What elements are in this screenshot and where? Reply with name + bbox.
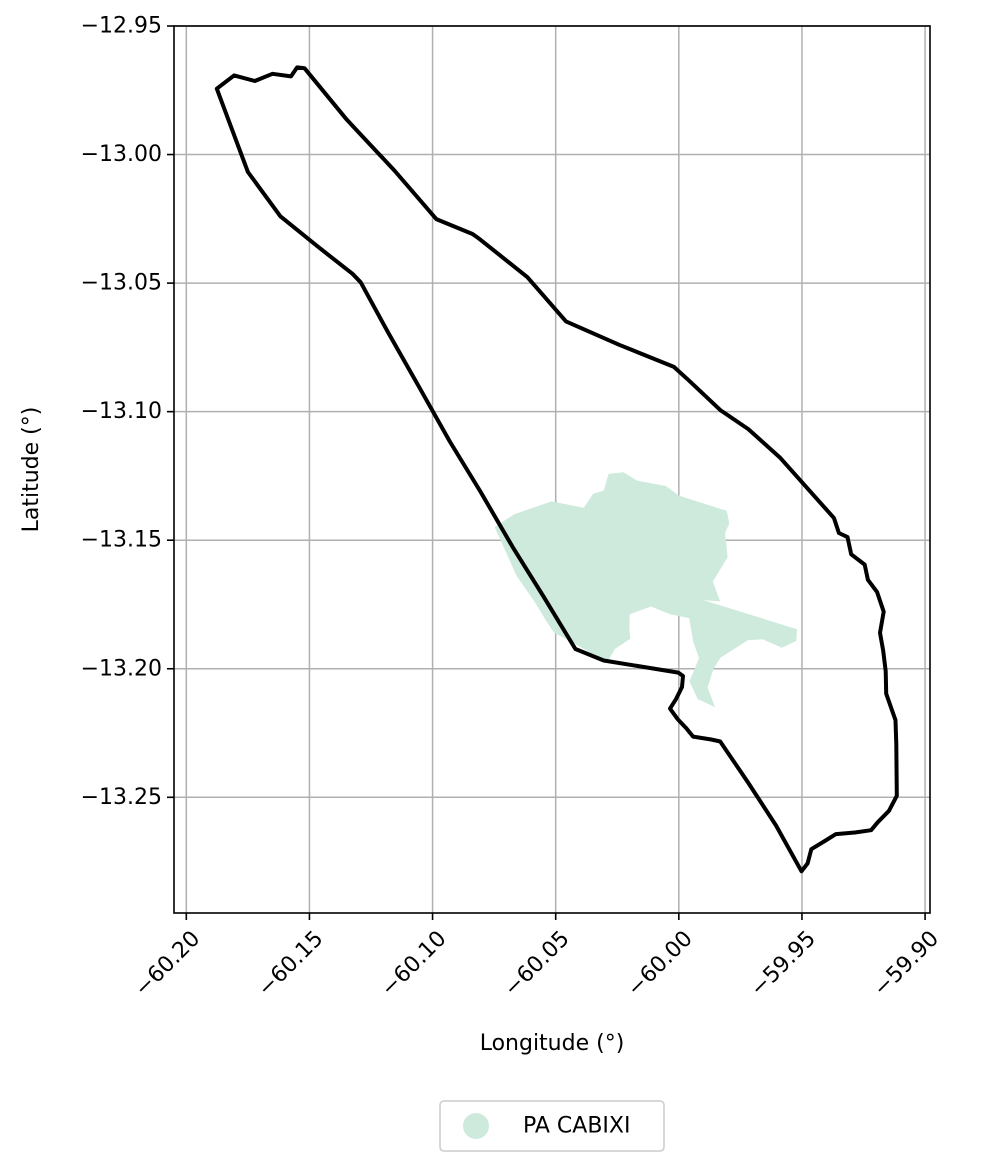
outline-boundary [214,65,899,874]
plot-frame [173,25,931,914]
y-tick-label-5: −13.20 [81,656,162,681]
y-tick-label-0: −12.95 [81,14,162,39]
axis-ticks: −60.20 −60.15 −60.10 −60.05 −60.00 −59.95 −59.… [81,14,944,1002]
legend: PA CABIXI [439,1100,665,1152]
map-layers [214,65,899,874]
x-tick-label-6: −59.90 [869,926,944,1001]
y-tick-label-3: −13.10 [81,399,162,424]
y-axis-label: Latitude (°) [19,407,44,533]
x-tick-label-5: −59.95 [746,926,821,1001]
x-axis-label: Longitude (°) [480,1031,625,1056]
grid-lines [174,25,930,913]
y-tick-label-2: −13.05 [81,271,162,296]
y-tick-label-1: −13.00 [81,142,162,167]
legend-box [439,1100,665,1152]
x-tick-label-3: −60.05 [499,926,574,1001]
region-pa-cabixi [494,472,797,708]
legend-label-pa-cabixi: PA CABIXI [523,1114,630,1139]
legend-marker-pa-cabixi [463,1113,489,1139]
x-tick-label-4: −60.00 [623,926,698,1001]
y-tick-label-6: −13.25 [81,785,162,810]
x-tick-label-0: −60.20 [130,926,205,1001]
x-tick-label-1: −60.15 [253,926,328,1001]
x-tick-label-2: −60.10 [376,926,451,1001]
y-tick-label-4: −13.15 [81,528,162,553]
